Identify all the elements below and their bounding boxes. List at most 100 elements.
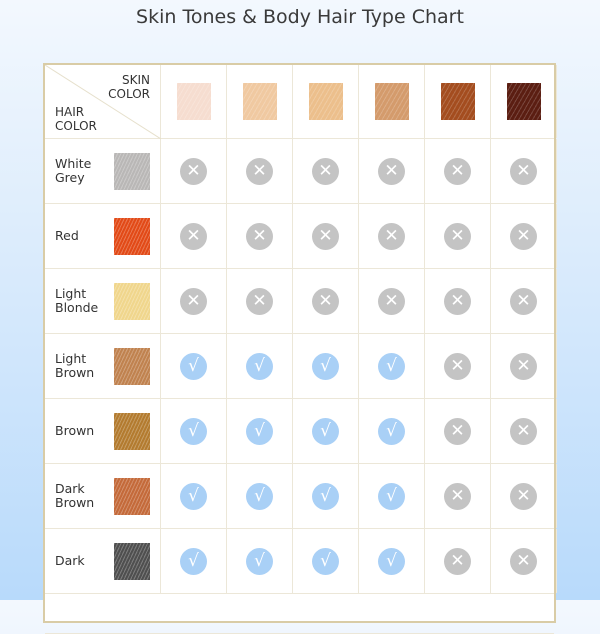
match-cell: ✕ (491, 399, 557, 463)
match-cell: √ (161, 399, 227, 463)
skin-tone-cell (359, 65, 425, 138)
cross-icon: ✕ (312, 287, 339, 315)
match-cell: ✕ (491, 139, 557, 203)
hair-color-swatch (114, 283, 150, 320)
cross-icon: ✕ (444, 482, 471, 510)
cross-icon: ✕ (510, 352, 537, 380)
check-icon: √ (312, 352, 339, 380)
match-cell: ✕ (161, 204, 227, 268)
match-cell: √ (227, 464, 293, 528)
cross-icon: ✕ (378, 222, 405, 250)
cross-icon: ✕ (444, 287, 471, 315)
match-cell: √ (293, 399, 359, 463)
hair-color-swatch (114, 413, 150, 450)
cross-icon: ✕ (444, 417, 471, 445)
match-cell: ✕ (227, 139, 293, 203)
hair-color-cell: Dark Brown (45, 464, 161, 528)
match-cell: √ (161, 334, 227, 398)
match-cell: ✕ (425, 464, 491, 528)
cross-icon: ✕ (312, 222, 339, 250)
cross-icon: ✕ (510, 417, 537, 445)
hair-color-header: HAIR COLOR (55, 105, 97, 133)
skin-tone-swatch (176, 83, 211, 120)
cross-icon: ✕ (444, 547, 471, 575)
cross-icon: ✕ (312, 157, 339, 185)
match-cell: √ (359, 464, 425, 528)
match-cell: ✕ (491, 464, 557, 528)
check-icon: √ (378, 482, 405, 510)
cross-icon: ✕ (180, 157, 207, 185)
table-row: Light Brown √ √ √ √ ✕ ✕ (45, 334, 557, 399)
cross-icon: ✕ (444, 157, 471, 185)
skin-tone-cell (227, 65, 293, 138)
match-cell: √ (161, 464, 227, 528)
cross-icon: ✕ (510, 482, 537, 510)
match-cell: ✕ (491, 334, 557, 398)
skin-color-header: SKIN COLOR (108, 73, 150, 101)
match-cell: √ (227, 399, 293, 463)
cross-icon: ✕ (444, 352, 471, 380)
check-icon: √ (378, 417, 405, 445)
hair-color-label: White Grey (55, 156, 92, 185)
skin-tone-swatch (242, 83, 277, 120)
hair-color-cell: Light Brown (45, 334, 161, 398)
check-icon: √ (246, 417, 273, 445)
match-cell: ✕ (425, 334, 491, 398)
match-cell: √ (293, 334, 359, 398)
hair-color-swatch (114, 348, 150, 385)
skin-tone-cell (161, 65, 227, 138)
table-row: Brown √ √ √ √ ✕ ✕ (45, 399, 557, 464)
cross-icon: ✕ (510, 222, 537, 250)
skin-tone-swatch (440, 83, 475, 120)
cross-icon: ✕ (510, 157, 537, 185)
diagonal-divider (45, 65, 161, 139)
match-cell: √ (359, 334, 425, 398)
match-cell: ✕ (293, 139, 359, 203)
table-row: Dark Brown √ √ √ √ ✕ ✕ (45, 464, 557, 529)
hair-color-cell: White Grey (45, 139, 161, 203)
hair-color-label: Light Blonde (55, 286, 99, 315)
hair-color-swatch (114, 478, 150, 515)
hair-color-swatch (114, 543, 150, 580)
check-icon: √ (180, 547, 207, 575)
hair-color-cell: Brown (45, 399, 161, 463)
match-cell: ✕ (491, 269, 557, 333)
cross-icon: ✕ (510, 547, 537, 575)
check-icon: √ (312, 417, 339, 445)
header-row: SKIN COLOR HAIR COLOR (45, 65, 557, 139)
skin-tone-cell (293, 65, 359, 138)
hair-color-swatch (114, 153, 150, 190)
match-cell: √ (293, 529, 359, 593)
hair-color-cell: Dark (45, 529, 161, 593)
cross-icon: ✕ (246, 157, 273, 185)
match-cell: √ (359, 529, 425, 593)
match-cell: ✕ (425, 204, 491, 268)
match-cell: ✕ (425, 269, 491, 333)
compatibility-table: SKIN COLOR HAIR COLOR White Grey ✕ ✕ ✕ ✕ ✕ ✕ Re… (43, 63, 557, 634)
match-cell: ✕ (227, 269, 293, 333)
match-cell: √ (359, 399, 425, 463)
skin-tone-swatch (506, 83, 541, 120)
check-icon: √ (180, 417, 207, 445)
check-icon: √ (180, 482, 207, 510)
check-icon: √ (312, 482, 339, 510)
hair-color-label: Dark (55, 553, 85, 568)
cross-icon: ✕ (246, 222, 273, 250)
match-cell: ✕ (161, 269, 227, 333)
hair-color-label: Light Brown (55, 351, 95, 380)
check-icon: √ (312, 547, 339, 575)
match-cell: ✕ (425, 529, 491, 593)
corner-header-cell: SKIN COLOR HAIR COLOR (45, 65, 161, 139)
hair-color-cell: Red (45, 204, 161, 268)
skin-tone-cell (425, 65, 491, 138)
match-cell: ✕ (425, 399, 491, 463)
cross-icon: ✕ (378, 157, 405, 185)
check-icon: √ (180, 352, 207, 380)
match-cell: √ (227, 529, 293, 593)
table-row: Light Blonde ✕ ✕ ✕ ✕ ✕ ✕ (45, 269, 557, 334)
match-cell: ✕ (227, 204, 293, 268)
table-row (45, 594, 554, 634)
hair-color-label: Red (55, 228, 79, 243)
hair-color-label: Dark Brown (55, 481, 95, 510)
check-icon: √ (246, 482, 273, 510)
